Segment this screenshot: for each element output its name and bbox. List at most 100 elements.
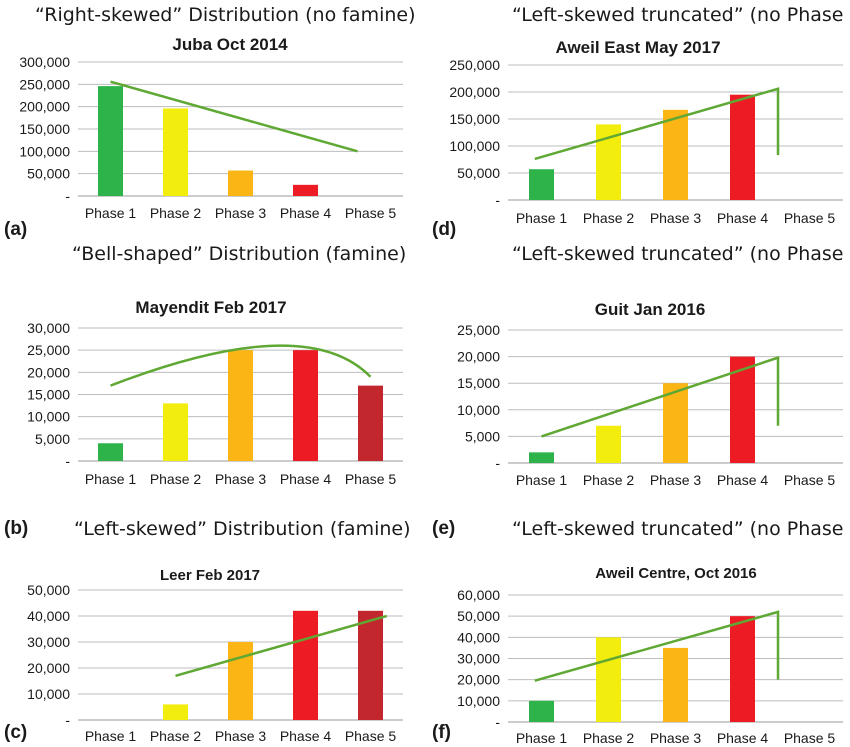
bar-a-4 xyxy=(293,184,318,196)
y-tick-label-c-3: 30,000 xyxy=(27,634,70,650)
bar-d-1 xyxy=(529,169,554,200)
bar-a-1 xyxy=(98,86,123,196)
panel-letter-b: (b) xyxy=(4,518,29,539)
y-tick-label-d-3: 150,000 xyxy=(449,111,500,127)
y-tick-label-a-2: 100,000 xyxy=(19,143,70,159)
y-tick-label-b-6: 30,000 xyxy=(27,320,70,336)
bar-e-1 xyxy=(529,452,554,463)
x-category-label-e-5: Phase 5 xyxy=(784,472,836,488)
x-category-label-a-5: Phase 5 xyxy=(345,205,397,221)
y-tick-label-b-1: 5,000 xyxy=(35,431,70,447)
y-tick-label-c-2: 20,000 xyxy=(27,660,70,676)
y-tick-label-a-3: 150,000 xyxy=(19,121,70,137)
y-tick-label-d-4: 200,000 xyxy=(449,84,500,100)
x-category-label-b-5: Phase 5 xyxy=(345,471,397,487)
chart-title-f: Aweil Centre, Oct 2016 xyxy=(595,565,756,582)
x-category-label-d-1: Phase 1 xyxy=(516,210,568,226)
bar-f-4 xyxy=(730,616,755,722)
x-category-label-e-2: Phase 2 xyxy=(583,472,635,488)
x-category-label-b-3: Phase 3 xyxy=(215,471,267,487)
chart-title-d: Aweil East May 2017 xyxy=(555,38,720,57)
y-tick-label-b-2: 10,000 xyxy=(27,409,70,425)
y-tick-label-a-5: 250,000 xyxy=(19,76,70,92)
y-tick-label-b-5: 25,000 xyxy=(27,342,70,358)
y-tick-label-b-0: - xyxy=(65,453,70,469)
x-category-label-c-4: Phase 4 xyxy=(280,728,332,744)
x-category-label-f-3: Phase 3 xyxy=(650,730,702,746)
y-tick-label-c-1: 10,000 xyxy=(27,686,70,702)
x-category-label-f-5: Phase 5 xyxy=(784,730,836,746)
x-category-label-b-1: Phase 1 xyxy=(85,471,137,487)
y-tick-label-f-0: - xyxy=(495,714,500,730)
bar-b-2 xyxy=(163,403,188,461)
y-tick-label-a-1: 50,000 xyxy=(27,166,70,182)
x-category-label-f-4: Phase 4 xyxy=(717,730,769,746)
y-tick-label-f-2: 20,000 xyxy=(457,672,500,688)
trend-truncated-d xyxy=(534,87,780,161)
x-category-label-c-1: Phase 1 xyxy=(85,728,137,744)
chart-title-b: Mayendit Feb 2017 xyxy=(135,298,286,317)
x-category-label-a-3: Phase 3 xyxy=(215,205,267,221)
headline-a: “Right-skewed” Distribution (no famine) xyxy=(35,4,416,26)
bar-c-4 xyxy=(293,610,318,720)
chart-title-a: Juba Oct 2014 xyxy=(172,35,288,54)
panel-letter-f: (f) xyxy=(432,722,451,743)
x-category-label-a-1: Phase 1 xyxy=(85,205,137,221)
y-tick-label-e-3: 15,000 xyxy=(457,375,500,391)
bar-c-2 xyxy=(163,704,188,720)
x-category-label-f-2: Phase 2 xyxy=(583,730,635,746)
y-tick-label-f-4: 40,000 xyxy=(457,629,500,645)
chart-title-c: Leer Feb 2017 xyxy=(160,567,260,584)
y-tick-label-a-6: 300,000 xyxy=(19,54,70,70)
trend-line-c xyxy=(175,614,388,678)
bar-b-1 xyxy=(98,443,123,461)
y-tick-label-b-4: 20,000 xyxy=(27,364,70,380)
x-category-label-e-4: Phase 4 xyxy=(717,472,769,488)
trend-truncated-f xyxy=(534,610,780,682)
y-tick-label-e-1: 5,000 xyxy=(465,428,500,444)
bar-b-3 xyxy=(228,350,253,461)
x-category-label-e-1: Phase 1 xyxy=(516,472,568,488)
headline-f: “Left-skewed truncated” (no Phase 5) xyxy=(512,518,850,540)
bar-a-2 xyxy=(163,108,188,196)
y-tick-label-d-2: 100,000 xyxy=(449,138,500,154)
y-tick-label-b-3: 15,000 xyxy=(27,387,70,403)
bar-f-1 xyxy=(529,700,554,722)
bar-e-3 xyxy=(663,383,688,463)
y-tick-label-e-5: 25,000 xyxy=(457,322,500,338)
y-tick-label-e-2: 10,000 xyxy=(457,402,500,418)
panel-letter-d: (d) xyxy=(432,219,457,240)
y-tick-label-c-0: - xyxy=(65,712,70,728)
y-tick-label-f-6: 60,000 xyxy=(457,587,500,603)
x-category-label-d-2: Phase 2 xyxy=(583,210,635,226)
headline-b: “Bell-shaped” Distribution (famine) xyxy=(72,243,407,265)
x-category-label-c-2: Phase 2 xyxy=(150,728,202,744)
bar-a-3 xyxy=(228,170,253,196)
x-category-label-f-1: Phase 1 xyxy=(516,730,568,746)
panel-letter-a: (a) xyxy=(4,219,28,240)
y-tick-label-c-4: 40,000 xyxy=(27,608,70,624)
y-tick-label-d-1: 50,000 xyxy=(457,165,500,181)
bar-c-5 xyxy=(358,610,383,720)
bar-d-3 xyxy=(663,109,688,200)
chart-title-e: Guit Jan 2016 xyxy=(595,300,706,319)
bar-b-5 xyxy=(358,385,383,461)
x-category-label-c-3: Phase 3 xyxy=(215,728,267,744)
y-tick-label-f-1: 10,000 xyxy=(457,693,500,709)
x-category-label-e-3: Phase 3 xyxy=(650,472,702,488)
y-tick-label-c-5: 50,000 xyxy=(27,582,70,598)
headline-e: “Left-skewed truncated” (no Phase 5) xyxy=(512,243,850,265)
y-tick-label-d-0: - xyxy=(495,192,500,208)
bar-e-4 xyxy=(730,356,755,463)
panel-letter-c: (c) xyxy=(4,722,28,743)
bar-f-2 xyxy=(596,637,621,722)
headline-c: “Left-skewed” Distribution (famine) xyxy=(74,518,411,540)
x-category-label-b-2: Phase 2 xyxy=(150,471,202,487)
x-category-label-a-2: Phase 2 xyxy=(150,205,202,221)
trend-arc-b xyxy=(110,344,372,387)
bar-d-4 xyxy=(730,94,755,200)
x-category-label-d-4: Phase 4 xyxy=(717,210,769,226)
x-category-label-c-5: Phase 5 xyxy=(345,728,397,744)
bar-b-4 xyxy=(293,350,318,461)
